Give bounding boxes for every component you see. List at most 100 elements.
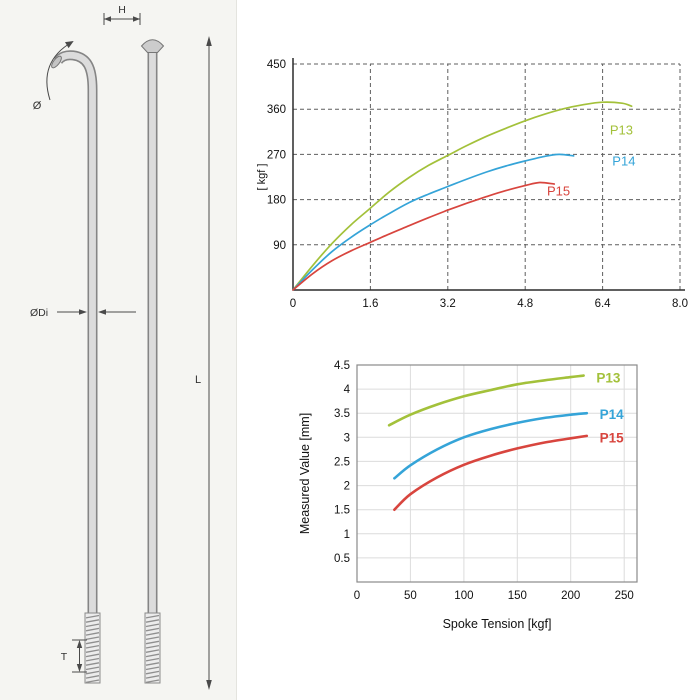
angle-arc <box>46 41 73 101</box>
thread-coil-line <box>145 640 160 645</box>
thread-coil-line <box>85 653 100 658</box>
x-tick-label: 150 <box>508 590 527 602</box>
y-tick-label: 2 <box>344 481 350 493</box>
series-label-p13: P13 <box>596 371 621 386</box>
y-axis-title: [ kgf ] <box>256 164 268 191</box>
measured-value-chart: 0 50 100 150 200 250 0.5 1 1.5 2 2.5 3 3.5 4 4.5 Measur… <box>295 350 685 650</box>
x-tick-label: 50 <box>404 590 417 602</box>
x-tick-label: 6.4 <box>595 298 612 310</box>
thread-coil-line <box>145 649 160 653</box>
thread-coil-line <box>85 623 100 628</box>
dim-t-label: T <box>61 651 68 663</box>
dim-l-label: L <box>195 374 201 386</box>
arrow-up-icon <box>65 41 74 49</box>
x-tick-label: 3.2 <box>440 298 456 310</box>
thread-coil-line <box>85 632 100 636</box>
thread-coil-line <box>145 679 160 684</box>
thread-coil-line <box>85 619 100 623</box>
jbend-spoke <box>51 50 101 684</box>
thread-coil-line <box>145 636 160 641</box>
thread-coil-line <box>85 614 100 619</box>
jbend-spoke-outline <box>53 50 98 683</box>
jbend-thread-coils <box>85 614 100 684</box>
x-tick-label: 1.6 <box>362 298 378 310</box>
thread-coil-line <box>145 670 160 675</box>
series-curve-p13 <box>387 374 585 427</box>
arrow-down-icon <box>206 680 212 690</box>
x-tick-label: 8.0 <box>672 298 688 310</box>
arrow-down-icon <box>76 664 83 672</box>
arrow-up-icon <box>76 640 83 648</box>
y-tick-label: 0.5 <box>334 553 350 565</box>
arrow-right-icon <box>79 309 87 315</box>
measured-value-chart-svg: 0 50 100 150 200 250 0.5 1 1.5 2 2.5 3 3.5 4 4.5 Measur… <box>298 360 638 631</box>
dim-length: L <box>195 36 212 690</box>
dim-angle-label: Ø <box>33 100 42 112</box>
thread-coil-line <box>145 614 160 619</box>
x-tick-label: 200 <box>561 590 580 602</box>
thread-coil-line <box>145 619 160 623</box>
thread-coil-line <box>85 636 100 641</box>
spoke-drawing-svg: H Ø ØDi L <box>30 4 212 690</box>
x-axis-title: Spoke Tension [kgf] <box>443 617 552 631</box>
arrow-left-icon <box>98 309 106 315</box>
thread-coil-line <box>145 675 160 679</box>
arrow-left-icon <box>104 16 111 22</box>
pull-force-chart-svg: 0 1.6 3.2 4.8 6.4 8.0 90 180 270 360 450 [ kgf ] P13… <box>256 58 688 310</box>
y-tick-label: 3 <box>344 432 350 444</box>
arrow-up-icon <box>206 36 212 46</box>
y-tick-label: 270 <box>267 149 286 161</box>
series-label-p15: P15 <box>600 430 625 445</box>
thread-coil-line <box>145 644 160 649</box>
thread-coil-line <box>145 623 160 628</box>
straight-spoke-head <box>140 39 165 53</box>
series-label-p14: P14 <box>600 407 625 422</box>
spoke-drawing-panel: H Ø ØDi L <box>0 0 237 700</box>
thread-coil-line <box>85 670 100 675</box>
thread-coil-line <box>85 662 100 666</box>
jbend-spoke-head <box>51 55 62 69</box>
x-tick-label: 100 <box>454 590 473 602</box>
series-curve-p14 <box>393 411 589 480</box>
x-tick-label: 0 <box>290 298 296 310</box>
thread-coil-line <box>85 679 100 684</box>
straight-spoke <box>140 39 165 684</box>
y-tick-label: 2.5 <box>334 456 350 468</box>
plot-border <box>356 364 638 583</box>
thread-coil-line <box>85 666 100 671</box>
x-tick-label: 0 <box>354 590 360 602</box>
thread-coil-line <box>85 675 100 679</box>
pull-force-chart: 0 1.6 3.2 4.8 6.4 8.0 90 180 270 360 450 [ kgf ] P13… <box>255 42 695 334</box>
arrow-right-icon <box>133 16 140 22</box>
thread-coil-line <box>145 666 160 671</box>
straight-thread-coils <box>145 614 160 684</box>
y-tick-label: 4.5 <box>334 360 350 372</box>
series-label-p13: P13 <box>610 122 633 137</box>
y-tick-label: 1.5 <box>334 505 350 517</box>
thread-coil-line <box>85 640 100 645</box>
y-tick-label: 1 <box>344 529 350 541</box>
series-label-p15: P15 <box>547 184 570 199</box>
dim-di-label: ØDi <box>30 307 48 319</box>
dim-head-width: H <box>103 4 141 25</box>
x-tick-label: 250 <box>615 590 634 602</box>
dim-diameter: ØDi <box>30 307 136 319</box>
series-curve-p15 <box>393 434 589 511</box>
thread-coil-line <box>85 649 100 653</box>
thread-coil-line <box>85 627 100 632</box>
dim-h-label: H <box>118 4 126 16</box>
thread-coil-line <box>145 632 160 636</box>
y-tick-label: 450 <box>267 59 286 71</box>
y-tick-label: 4 <box>344 384 351 396</box>
y-tick-label: 90 <box>273 240 286 252</box>
thread-coil-line <box>145 653 160 658</box>
series-curve-p15 <box>292 181 556 291</box>
thread-coil-line <box>145 657 160 662</box>
dim-thread-length: T <box>61 639 87 673</box>
thread-coil-line <box>145 662 160 666</box>
thread-coil-line <box>85 644 100 649</box>
y-axis-title: Measured Value [mm] <box>298 413 312 534</box>
jbend-spoke-body <box>55 51 96 683</box>
y-tick-label: 180 <box>267 195 286 207</box>
